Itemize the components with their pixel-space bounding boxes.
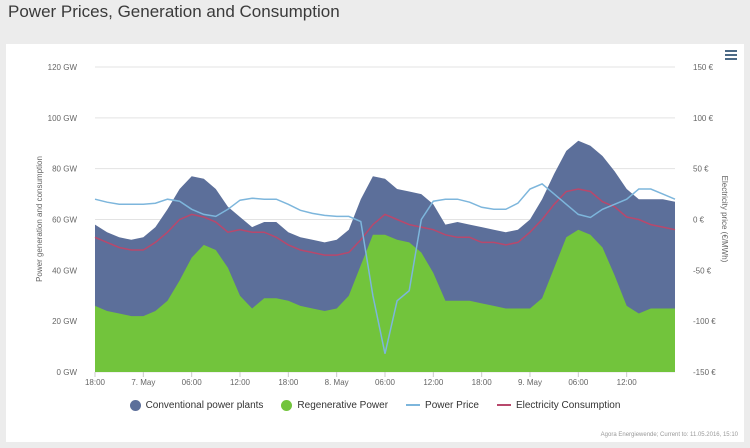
right-tick-label: 0 € xyxy=(693,216,705,225)
right-axis-ticks: -150 € -100 € -50 € 0 € 50 € 100 € 150 € xyxy=(693,63,716,377)
x-tick-label: 9. May xyxy=(518,378,542,387)
left-tick-label: 80 GW xyxy=(52,165,77,174)
x-tick-label: 18:00 xyxy=(472,378,493,387)
left-tick-label: 40 GW xyxy=(52,266,77,275)
source-credit: Agora Energiewende; Current to: 11.05.20… xyxy=(600,432,738,438)
x-tick-label: 06:00 xyxy=(375,378,396,387)
x-tick-label: 12:00 xyxy=(617,378,638,387)
regenerative-power-area xyxy=(95,229,675,372)
legend-label: Conventional power plants xyxy=(145,399,264,411)
legend-item-conventional[interactable]: Conventional power plants xyxy=(129,397,264,413)
right-tick-label: -150 € xyxy=(693,368,716,377)
left-tick-label: 20 GW xyxy=(52,317,77,326)
right-axis-title: Electricity price (€/MWh) xyxy=(720,176,729,263)
legend-item-price[interactable]: Power Price xyxy=(406,397,479,413)
legend-item-consumption[interactable]: Electricity Consumption xyxy=(496,397,621,413)
legend-label: Electricity Consumption xyxy=(515,399,621,411)
regenerative-swatch-icon xyxy=(281,399,293,411)
x-tick-label: 06:00 xyxy=(568,378,589,387)
left-tick-label: 60 GW xyxy=(52,216,77,225)
conventional-swatch-icon xyxy=(129,399,141,411)
x-tick-label: 18:00 xyxy=(278,378,299,387)
legend-label: Power Price xyxy=(425,399,479,411)
left-tick-label: 0 GW xyxy=(57,368,78,377)
x-tick-label: 7. May xyxy=(131,378,155,387)
left-tick-label: 100 GW xyxy=(48,114,78,123)
hamburger-menu-icon[interactable] xyxy=(725,50,737,62)
legend-label: Regenerative Power xyxy=(297,399,389,411)
right-tick-label: -50 € xyxy=(693,266,712,275)
legend-item-regenerative[interactable]: Regenerative Power xyxy=(281,397,388,413)
x-tick-label: 06:00 xyxy=(182,378,203,387)
x-tick-label: 18:00 xyxy=(85,378,106,387)
power-price-line xyxy=(94,183,676,354)
electricity-consumption-line xyxy=(94,188,676,256)
left-axis-ticks: 0 GW 20 GW 40 GW 60 GW 80 GW 100 GW 120 GW xyxy=(48,63,78,377)
right-tick-label: 100 € xyxy=(693,114,714,123)
x-tick-label: 8. May xyxy=(325,378,349,387)
right-tick-label: 150 € xyxy=(693,63,714,72)
x-axis-ticks: 18:00 7. May 06:00 12:00 18:00 8. May 06:00 12:… xyxy=(85,372,637,387)
page-title: Power Prices, Generation and Consumption xyxy=(8,2,340,21)
consumption-swatch-icon xyxy=(496,404,511,406)
price-swatch-icon xyxy=(406,404,421,406)
right-tick-label: 50 € xyxy=(693,165,709,174)
right-tick-label: -100 € xyxy=(693,317,716,326)
chart-legend: Conventional power plants Regenerative P… xyxy=(0,397,750,413)
x-tick-label: 12:00 xyxy=(423,378,444,387)
left-tick-label: 120 GW xyxy=(48,63,78,72)
left-axis-title: Power generation and consumption xyxy=(35,156,44,282)
x-tick-label: 12:00 xyxy=(230,378,251,387)
